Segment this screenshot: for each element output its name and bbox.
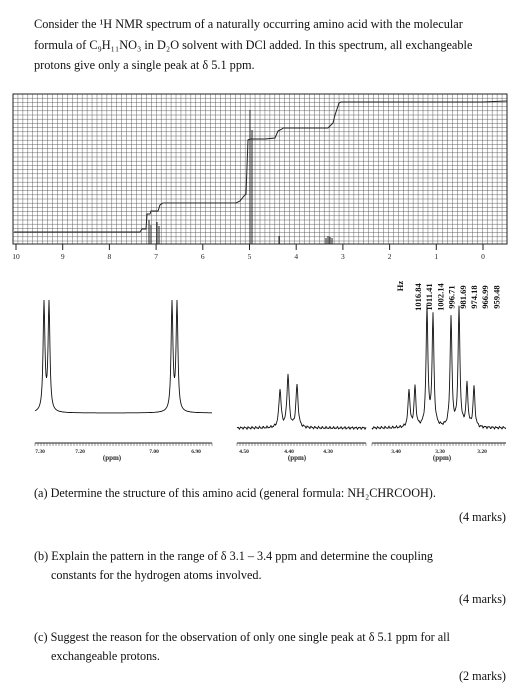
main-axis-tick-label: 1 — [434, 252, 438, 261]
question-a-text: (a) Determine the structure of this amin… — [34, 486, 436, 500]
nmr-spectrum-figure: 10 9 8 7 6 5 4 3 2 1 0 Hz 1016.84 1011.41 1002.14 996.… — [12, 93, 508, 462]
main-axis-tick-label: 9 — [61, 252, 65, 261]
expansion-beta-protons: 3.40 3.30 3.20 (ppm) — [371, 305, 507, 462]
question-intro: Consider the ¹H NMR spectrum of a natura… — [34, 14, 504, 76]
main-spectrum-grid — [12, 93, 508, 244]
expansion-tick-label: 3.30 — [435, 449, 445, 455]
peak-table-header: Hz — [395, 281, 405, 292]
question-c-line-1: (c) Suggest the reason for the observati… — [34, 630, 450, 644]
question-a-marks: (4 marks) — [458, 510, 506, 524]
main-axis-tick-label: 4 — [294, 252, 298, 261]
peak-frequency-label: 1011.41 — [424, 283, 434, 310]
main-axis-tick-label: 7 — [154, 252, 158, 261]
main-axis-tick-label: 2 — [388, 252, 392, 261]
expansion-tick-label: 7.00 — [149, 449, 159, 455]
expansion-tick-label: 3.20 — [477, 449, 487, 455]
main-spectrum-peaks — [148, 110, 333, 244]
expansion-axis-unit: (ppm) — [288, 454, 307, 462]
question-b: (b) Explain the pattern in the range of … — [34, 547, 433, 585]
intro-line-3: protons give only a single peak at δ 5.1… — [34, 58, 255, 72]
peak-frequency-label: 1016.84 — [413, 282, 423, 310]
peak-frequency-label: 981.69 — [458, 285, 468, 308]
expansion-trace — [236, 373, 367, 431]
expansion-tick-label: 4.50 — [239, 449, 249, 455]
expansion-trace — [371, 305, 507, 430]
expansion-tick-label: 4.30 — [323, 449, 333, 455]
intro-line-1: Consider the ¹H NMR spectrum of a natura… — [34, 17, 463, 31]
main-axis-tick-label: 5 — [248, 252, 252, 261]
main-x-axis: 10 9 8 7 6 5 4 3 2 1 0 — [12, 243, 507, 261]
expansion-tick-label: 6.90 — [191, 449, 201, 455]
expansion-trace — [34, 299, 212, 414]
peak-frequency-label: 959.48 — [491, 285, 501, 308]
question-a: (a) Determine the structure of this amin… — [34, 484, 436, 503]
expansion-axis-unit: (ppm) — [433, 454, 452, 462]
question-c-line-2: exchangeable protons. — [51, 649, 160, 663]
main-axis-tick-label: 3 — [341, 252, 345, 261]
main-axis-tick-label: 8 — [108, 252, 112, 261]
expansion-tick-label: 4.40 — [284, 449, 294, 455]
expansion-tick-label: 3.40 — [391, 449, 401, 455]
expansion-aromatic: 7.30 7.20 7.00 6.90 (ppm) — [34, 299, 213, 462]
question-b-marks: (4 marks) — [458, 592, 506, 606]
peak-frequency-label: 966.99 — [480, 285, 490, 308]
expansion-axis-unit: (ppm) — [103, 454, 122, 462]
question-c-marks: (2 marks) — [458, 669, 506, 683]
question-c: (c) Suggest the reason for the observati… — [34, 628, 450, 666]
question-b-line-1: (b) Explain the pattern in the range of … — [34, 549, 434, 563]
expansion-tick-label: 7.30 — [35, 449, 45, 455]
peak-frequency-label: 1002.14 — [435, 282, 445, 310]
expansion-alpha-proton: 4.50 4.40 4.30 (ppm) — [236, 373, 367, 462]
main-axis-tick-label: 0 — [481, 252, 485, 261]
question-b-line-2: constants for the hydrogen atoms involve… — [51, 568, 262, 582]
peak-table: Hz 1016.84 1011.41 1002.14 996.71 981.69 974.1… — [395, 281, 501, 311]
main-axis-tick-label: 10 — [12, 252, 20, 261]
main-axis-tick-label: 6 — [201, 252, 205, 261]
peak-frequency-label: 974.18 — [469, 285, 479, 308]
expansion-tick-label: 7.20 — [75, 449, 85, 455]
intro-line-2: formula of C₉H₁₁NO₃ in D₂O solvent with … — [34, 37, 473, 52]
peak-frequency-label: 996.71 — [447, 285, 457, 308]
